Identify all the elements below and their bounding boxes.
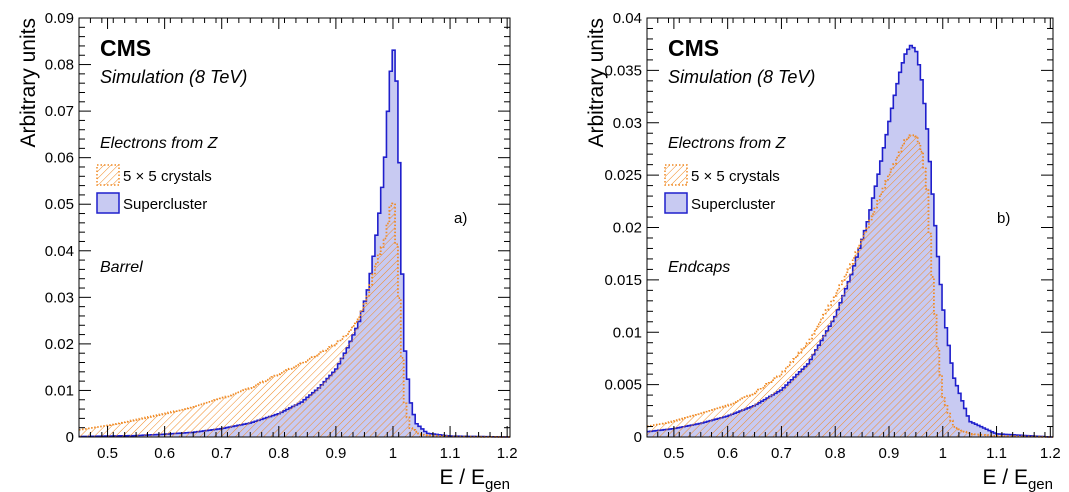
crystals-5x5-hatch (79, 203, 510, 437)
electrons-label: Electrons from Z (100, 135, 219, 152)
supercluster-area (79, 50, 510, 437)
electrons-label: Electrons from Z (668, 135, 787, 152)
region-label: Barrel (100, 259, 143, 276)
legend-swatch-crystals (664, 164, 688, 186)
y-tick-label: 0.01 (45, 382, 74, 399)
x-axis-label: E / Egen (982, 466, 1053, 492)
y-axis-label: Arbitrary units (585, 18, 608, 148)
x-tick-label: 0.6 (154, 445, 175, 462)
y-tick-label: 0.03 (613, 115, 642, 132)
legend-swatch-crystals (96, 164, 120, 186)
x-tick-label: 1.1 (986, 445, 1007, 462)
x-axis-label-subscript: gen (1028, 476, 1053, 492)
x-axis-label-subscript: gen (485, 476, 510, 492)
y-tick-label: 0.05 (45, 196, 74, 213)
y-tick-label: 0.08 (45, 57, 74, 74)
crystals-5x5-line (647, 134, 1053, 438)
legend-swatch-supercluster (664, 192, 688, 214)
x-tick-label: 1.1 (440, 445, 461, 462)
y-tick-label: 0.035 (604, 62, 642, 79)
y-tick-label: 0.005 (604, 377, 642, 394)
legend-label-crystals: 5 × 5 crystals (691, 168, 780, 185)
y-tick-label: 0.09 (45, 10, 74, 27)
x-tick-label: 0.5 (97, 445, 118, 462)
crystals-5x5-hatch (647, 135, 1053, 437)
legend-label-supercluster: Supercluster (691, 196, 775, 213)
x-tick-label: 0.5 (663, 445, 684, 462)
legend-swatch-supercluster (96, 192, 120, 214)
panel-tag: a) (454, 210, 467, 227)
x-tick-label: 0.9 (879, 445, 900, 462)
region-label: Endcaps (668, 259, 730, 276)
x-axis-label-main: E / E (982, 466, 1028, 489)
x-tick-label: 0.8 (268, 445, 289, 462)
cms-label: CMS (668, 35, 719, 61)
y-tick-label: 0.03 (45, 289, 74, 306)
x-tick-label: 0.9 (325, 445, 346, 462)
cms-label: CMS (100, 35, 151, 61)
legend-label-crystals: 5 × 5 crystals (123, 168, 212, 185)
y-tick-label: 0.02 (613, 220, 642, 237)
x-tick-label: 1.2 (497, 445, 518, 462)
y-tick-label: 0.06 (45, 150, 74, 167)
x-axis-label-main: E / E (439, 466, 485, 489)
x-tick-label: 1.2 (1040, 445, 1061, 462)
x-tick-label: 0.8 (825, 445, 846, 462)
x-axis-label: E / Egen (439, 466, 510, 492)
y-tick-label: 0.04 (613, 10, 642, 27)
chart-panel-b: 0.5 0.6 0.7 0.8 0.9 1 1.1 1.2 0 0.005 0.01 0.015 0.0… (585, 10, 1061, 492)
x-tick-label: 0.7 (771, 445, 792, 462)
y-tick-label: 0.015 (604, 272, 642, 289)
y-axis-label: Arbitrary units (17, 18, 40, 148)
y-tick-label: 0 (634, 429, 642, 446)
y-tick-label: 0.07 (45, 103, 74, 120)
x-tick-label: 0.7 (211, 445, 232, 462)
plot-frame (78, 17, 511, 438)
simulation-label: Simulation (8 TeV) (100, 67, 247, 87)
y-tick-label: 0.01 (613, 324, 642, 341)
x-tick-label: 0.6 (717, 445, 738, 462)
chart-panel-a: 0.5 0.6 0.7 0.8 0.9 1 1.1 1.2 0 0.01 0.02 0.03 0.04 0… (17, 10, 518, 492)
y-tick-label: 0.02 (45, 336, 74, 353)
y-tick-label: 0 (66, 429, 74, 446)
simulation-label: Simulation (8 TeV) (668, 67, 815, 87)
x-tick-label: 1 (389, 445, 397, 462)
panel-tag: b) (997, 210, 1010, 227)
y-tick-label: 0.04 (45, 243, 74, 260)
x-tick-label: 1 (939, 445, 947, 462)
legend-label-supercluster: Supercluster (123, 196, 207, 213)
y-tick-label: 0.025 (604, 167, 642, 184)
crystals-5x5-line (79, 202, 510, 438)
